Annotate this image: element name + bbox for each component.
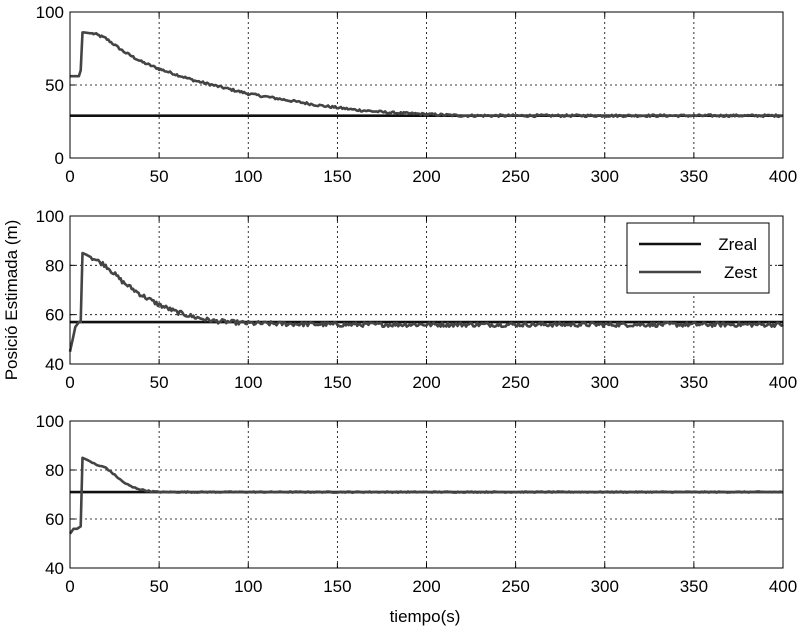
y-tick-label: 40: [45, 355, 64, 374]
x-tick-label: 400: [769, 577, 797, 596]
y-tick-label: 60: [45, 510, 64, 529]
y-tick-label: 60: [45, 306, 64, 325]
y-axis-label: Posició Estimada (m): [2, 220, 21, 381]
legend-zreal-label: Zreal: [718, 235, 757, 254]
y-tick-label: 100: [36, 3, 64, 22]
series-zest-line: [70, 31, 784, 119]
x-tick-label: 200: [412, 373, 440, 392]
series-zest-line: [68, 456, 784, 535]
x-tick-label: 350: [680, 373, 708, 392]
y-tick-label: 80: [45, 256, 64, 275]
x-tick-label: 50: [150, 373, 169, 392]
y-tick-label: 50: [45, 76, 64, 95]
y-tick-label: 80: [45, 461, 64, 480]
x-tick-label: 300: [591, 167, 619, 186]
legend-zest-label: Zest: [724, 263, 757, 282]
x-tick-label: 0: [65, 577, 74, 596]
x-tick-label: 400: [769, 167, 797, 186]
x-tick-label: 50: [150, 577, 169, 596]
y-tick-label: 100: [36, 412, 64, 431]
subplot-2: 0 50 100 150 200 250 300 350 400 40 60 80 100: [36, 207, 798, 392]
subplot-1: 0 50 100 150 200 250 300 350 400 0 50 100: [36, 3, 798, 186]
x-tick-label: 0: [65, 167, 74, 186]
x-tick-label: 200: [412, 577, 440, 596]
plot-frame: [69, 420, 784, 569]
x-axis-label: tiempo(s): [390, 607, 461, 626]
x-tick-label: 50: [150, 167, 169, 186]
x-tick-label: 300: [591, 373, 619, 392]
subplot-3: 0 50 100 150 200 250 300 350 400 40 60 80 100: [36, 412, 798, 596]
x-tick-label: 100: [234, 373, 262, 392]
x-tick-label: 250: [501, 373, 529, 392]
y-tick-label: 0: [55, 149, 64, 168]
x-tick-label: 0: [65, 373, 74, 392]
legend: Zreal Zest: [626, 222, 770, 294]
x-tick-label: 350: [680, 577, 708, 596]
x-tick-label: 350: [680, 167, 708, 186]
series-zest-line: [68, 251, 784, 352]
x-tick-label: 150: [323, 373, 351, 392]
x-tick-label: 100: [234, 577, 262, 596]
x-tick-label: 300: [591, 577, 619, 596]
x-tick-label: 250: [501, 577, 529, 596]
legend-box: [626, 222, 770, 294]
x-tick-label: 200: [412, 167, 440, 186]
x-tick-label: 150: [323, 577, 351, 596]
x-tick-label: 400: [769, 373, 797, 392]
y-tick-label: 40: [45, 559, 64, 578]
x-tick-label: 100: [234, 167, 262, 186]
x-tick-label: 150: [323, 167, 351, 186]
y-tick-label: 100: [36, 207, 64, 226]
x-tick-label: 250: [501, 167, 529, 186]
